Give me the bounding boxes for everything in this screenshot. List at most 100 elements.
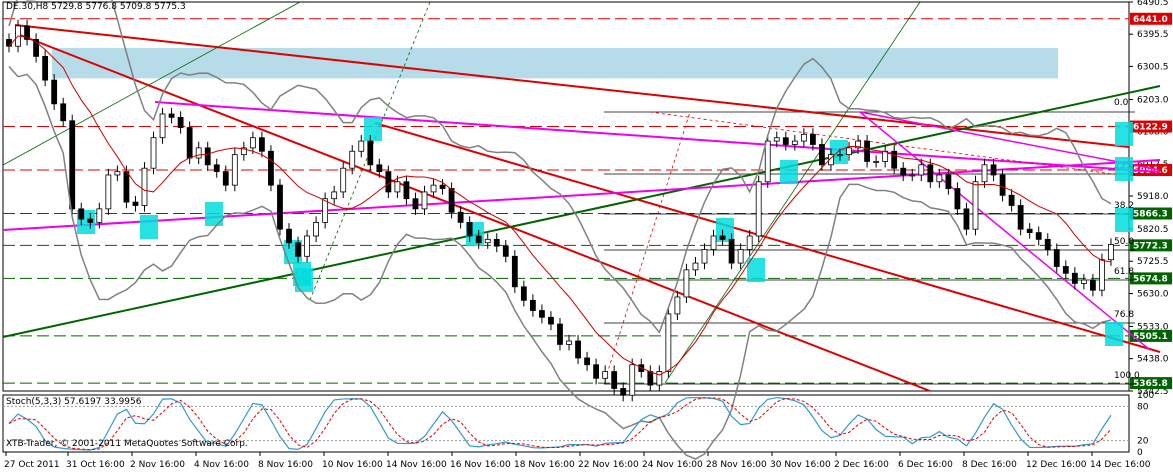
candle-body xyxy=(782,137,789,145)
candle-body xyxy=(800,133,807,142)
trendline-thin-green xyxy=(2,1,301,166)
candle-body xyxy=(1099,259,1105,291)
candle-body xyxy=(493,238,500,247)
candle-body xyxy=(520,286,527,301)
stoch-axis-label: 80 xyxy=(1137,402,1149,412)
candle-body xyxy=(1090,279,1096,291)
x-axis-tick-label: 27 Oct 2011 xyxy=(4,460,60,470)
candle-body xyxy=(1071,272,1078,284)
candle-body xyxy=(837,154,843,157)
candle-body xyxy=(376,164,383,172)
candle-body xyxy=(1026,228,1033,233)
y-axis-tick-label: 5533.0 xyxy=(1137,322,1169,332)
candle-body xyxy=(557,323,563,345)
candle-body xyxy=(791,140,798,145)
stochastic-main-line xyxy=(8,396,1112,451)
candle-body xyxy=(656,371,663,386)
signal-marker xyxy=(747,258,765,282)
x-axis-tick-label: 2 Nov 16:00 xyxy=(130,460,185,470)
x-axis-tick-label: 24 Nov 16:00 xyxy=(642,460,703,470)
signal-marker xyxy=(205,202,223,226)
candle-body xyxy=(864,140,870,162)
main-panel-frame xyxy=(2,1,1130,392)
candle-body xyxy=(466,222,473,237)
trendline-magenta xyxy=(859,111,1151,351)
candle-body xyxy=(367,140,374,166)
candle-body xyxy=(511,255,518,288)
level-tag xyxy=(1130,120,1172,133)
candle-body xyxy=(918,164,925,176)
moving-average-line xyxy=(8,35,1112,376)
x-axis-tick-label: 8 Dec 16:00 xyxy=(962,460,1017,470)
candle-body xyxy=(575,340,581,359)
candle-body xyxy=(1053,249,1060,267)
candle-body xyxy=(358,140,365,152)
x-axis-tick-label: 16 Nov 16:00 xyxy=(450,460,511,470)
signal-marker xyxy=(140,215,158,239)
candle-body xyxy=(394,181,401,193)
candle-body xyxy=(213,164,220,172)
copyright-label: XTB-Trader, © 2001-2011 MetaQuotes Softw… xyxy=(6,439,248,449)
candle-body xyxy=(873,161,880,163)
candle-body xyxy=(629,364,636,396)
fib-level-label: 38.2 xyxy=(1114,201,1134,211)
x-axis-tick-label: 14 Dec 16:00 xyxy=(1090,460,1151,470)
stoch-axis-label: 100 xyxy=(1137,391,1154,401)
y-axis-tick-label: 5438.0 xyxy=(1137,355,1169,365)
x-axis-tick-label: 2 Dec 16:00 xyxy=(834,460,889,470)
fib-level-label: 0.0 xyxy=(1114,98,1129,108)
candle-body xyxy=(611,371,618,389)
level-tag xyxy=(1130,272,1172,285)
candle-body xyxy=(855,140,861,149)
candle-body xyxy=(529,299,536,311)
candle-body xyxy=(593,364,600,379)
candle-body xyxy=(96,208,103,223)
trendline-red xyxy=(14,32,931,392)
trendline-green xyxy=(2,85,1161,338)
candle-body xyxy=(150,137,157,169)
candle-body xyxy=(33,39,39,57)
stochastic-signal-line xyxy=(8,397,1112,451)
candle-body xyxy=(584,357,590,366)
candle-body xyxy=(123,171,130,203)
candle-body xyxy=(945,174,952,189)
trendline-dotted-red xyxy=(604,111,691,381)
trendline-magenta xyxy=(2,159,1161,231)
level-tag-label: 5772.3 xyxy=(1133,241,1168,251)
candle-body xyxy=(665,313,672,372)
candle-body xyxy=(69,120,76,210)
fib-level-label: 61.8 xyxy=(1114,267,1134,277)
y-axis-tick-label: 5918.0 xyxy=(1137,192,1169,202)
candle-body xyxy=(385,171,392,193)
candle-body xyxy=(484,238,491,244)
x-axis-tick-label: 30 Nov 16:00 xyxy=(770,460,831,470)
candle-body xyxy=(286,228,292,244)
candle-body xyxy=(268,150,274,186)
candle-body xyxy=(204,147,211,166)
candle-body xyxy=(1108,244,1114,261)
trendline-red xyxy=(374,122,1161,353)
x-axis-tick-label: 31 Oct 16:00 xyxy=(66,460,125,470)
candle-body xyxy=(87,218,94,223)
fib-level-label: 50.0 xyxy=(1114,237,1134,247)
y-axis-tick-label: 6203.0 xyxy=(1137,95,1169,105)
candle-body xyxy=(1044,238,1051,250)
candle-body xyxy=(900,167,907,176)
level-tag-label: 5674.8 xyxy=(1133,274,1168,284)
candle-body xyxy=(927,164,934,183)
signal-marker xyxy=(1115,208,1133,232)
candle-body xyxy=(692,262,699,271)
candle-body xyxy=(737,249,744,264)
candle-body xyxy=(403,181,410,200)
x-axis-tick-label: 28 Nov 16:00 xyxy=(706,460,767,470)
signal-marker xyxy=(364,117,382,141)
y-axis-tick-label: 5630.0 xyxy=(1137,290,1169,300)
candle-body xyxy=(295,242,301,257)
candle-body xyxy=(602,371,609,379)
candle-body xyxy=(186,127,193,159)
stoch-axis-label: 0 xyxy=(1137,448,1143,458)
candle-body xyxy=(349,150,356,169)
candle-body xyxy=(313,222,320,237)
